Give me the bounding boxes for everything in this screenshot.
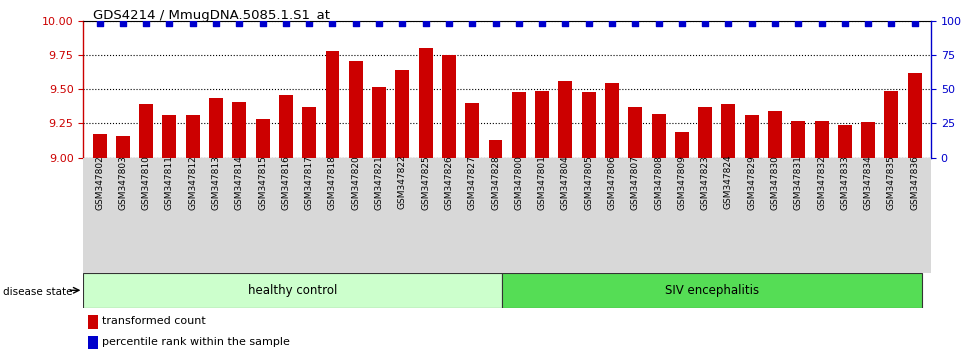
Point [255,20,270,25]
Point [348,20,364,25]
Bar [349,61,363,354]
Bar [279,95,293,354]
Point [697,20,712,25]
Bar [209,98,223,354]
Point [278,20,294,25]
Text: SIV encephalitis: SIV encephalitis [665,284,760,297]
Bar [791,121,806,354]
Bar [186,115,200,354]
Bar [163,115,176,354]
Bar [675,132,689,354]
Point [791,20,807,25]
Point [651,20,666,25]
Bar [814,121,828,354]
Bar [466,103,479,354]
Point [208,20,223,25]
Bar [605,82,619,354]
Point [162,20,177,25]
Point [395,20,411,25]
Bar [884,91,899,354]
Point [511,20,526,25]
Point [534,20,550,25]
Point [767,20,783,25]
Point [324,20,340,25]
Bar [582,92,596,354]
FancyBboxPatch shape [503,273,921,308]
Point [906,20,922,25]
Text: transformed count: transformed count [102,316,206,326]
Bar [139,104,153,354]
Bar [698,107,712,354]
Bar [372,87,386,354]
Bar [861,122,875,354]
Point [720,20,736,25]
Bar [442,55,456,354]
Point [371,20,387,25]
Bar [232,102,246,354]
Point [302,20,318,25]
Bar [838,125,852,354]
Bar [87,336,98,349]
Bar [93,135,107,354]
Bar [512,92,526,354]
Point [627,20,643,25]
Point [488,20,504,25]
Point [417,20,433,25]
Point [558,20,573,25]
Bar [745,115,759,354]
Point [674,20,690,25]
Bar [116,136,130,354]
Point [185,20,201,25]
Bar [302,107,317,354]
Point [231,20,247,25]
Point [604,20,619,25]
Bar [418,48,432,354]
Point [813,20,829,25]
Bar [325,51,339,354]
Text: disease state: disease state [3,287,73,297]
Point [138,20,154,25]
Point [465,20,480,25]
Text: percentile rank within the sample: percentile rank within the sample [102,337,290,347]
Text: GDS4214 / MmugDNA.5085.1.S1_at: GDS4214 / MmugDNA.5085.1.S1_at [93,9,330,22]
Point [581,20,597,25]
Bar [768,111,782,354]
Point [92,20,108,25]
Bar [652,114,665,354]
Bar [395,70,410,354]
Point [837,20,853,25]
Bar [907,73,921,354]
Bar [256,119,270,354]
Bar [721,104,735,354]
Bar [628,107,642,354]
Bar [488,140,503,354]
Point [744,20,760,25]
Point [860,20,876,25]
FancyBboxPatch shape [83,273,503,308]
Text: healthy control: healthy control [248,284,337,297]
Bar [87,315,98,329]
Bar [535,91,549,354]
Bar [559,81,572,354]
Point [884,20,900,25]
Point [115,20,130,25]
Point [441,20,457,25]
